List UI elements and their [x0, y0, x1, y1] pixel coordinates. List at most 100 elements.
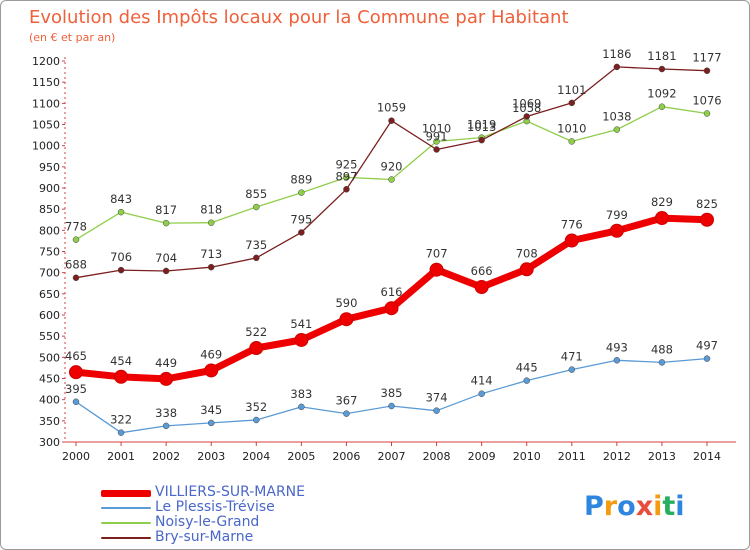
chart-title: Evolution des Impôts locaux pour la Comm…: [29, 7, 569, 28]
data-label: 322: [110, 413, 132, 427]
data-label: 1013: [467, 120, 496, 134]
x-tick-label: 2007: [378, 450, 406, 463]
data-label: 713: [200, 247, 222, 261]
x-tick-label: 2000: [62, 450, 90, 463]
series-0-point: [69, 365, 83, 380]
series-1-point: [117, 429, 125, 436]
legend-swatch: [101, 537, 151, 539]
data-label: 345: [200, 403, 222, 417]
data-label: 493: [606, 340, 628, 354]
y-tick-label: 800: [39, 224, 60, 237]
series-2-point: [388, 176, 395, 183]
series-lines: [69, 63, 714, 436]
chart-subtitle: (en € et par an): [29, 31, 116, 44]
data-label: 414: [471, 374, 493, 388]
data-label: 688: [65, 258, 87, 272]
data-label: 367: [335, 394, 357, 408]
data-label: 829: [651, 195, 673, 209]
data-label: 395: [65, 382, 87, 396]
y-tick-label: 1200: [32, 55, 60, 68]
series-3-point: [117, 266, 125, 274]
x-tick-label: 2011: [558, 450, 586, 463]
data-label: 374: [426, 391, 448, 405]
data-label: 706: [110, 250, 132, 264]
legend-label: Bry-sur-Marne: [155, 529, 254, 545]
series-1-point: [343, 410, 350, 417]
series-2-point: [117, 208, 125, 216]
data-label: 465: [65, 349, 87, 363]
y-tick-label: 600: [39, 309, 60, 322]
series-1-point: [703, 355, 711, 362]
data-label: 889: [290, 173, 312, 187]
series-1-point: [207, 419, 215, 427]
series-2-point: [703, 110, 711, 117]
series-1-point: [162, 422, 170, 430]
series-0-point: [339, 312, 354, 327]
series-1-point: [568, 366, 576, 373]
x-tick-label: 2004: [242, 450, 270, 463]
series-3-point: [207, 263, 215, 271]
data-label: 383: [290, 387, 312, 401]
legend-swatch: [101, 489, 151, 497]
series-0-point: [249, 341, 264, 356]
series-1-point: [658, 359, 666, 366]
legend-label: Le Plessis-Trévise: [155, 499, 275, 515]
data-label: 897: [335, 169, 357, 183]
data-label: 1010: [422, 121, 451, 135]
logo-letter: t: [662, 491, 676, 522]
data-label: 385: [381, 386, 403, 400]
series-3-point: [478, 136, 485, 144]
series-2-point: [568, 138, 576, 145]
logo-letter: o: [617, 491, 636, 522]
series-1-point: [433, 407, 440, 414]
proxiti-logo: Proxiti: [584, 491, 685, 522]
series-1-point: [298, 403, 305, 411]
y-tick-label: 450: [39, 373, 60, 386]
data-label: 469: [200, 347, 222, 361]
series-1-point: [478, 390, 485, 397]
data-label: 778: [65, 220, 87, 234]
series-2-point: [162, 219, 170, 227]
data-label: 795: [290, 212, 312, 226]
x-tick-label: 2009: [468, 450, 496, 463]
data-label: 707: [426, 247, 448, 261]
x-tick-label: 2002: [152, 450, 180, 463]
y-tick-label: 500: [39, 351, 60, 364]
legend-swatch: [101, 507, 151, 509]
series-2-point: [72, 236, 80, 243]
series-3-point: [388, 117, 395, 124]
data-label: 338: [155, 406, 177, 420]
data-label: 708: [516, 246, 538, 260]
data-label: 1101: [557, 83, 586, 97]
series-0-point: [654, 211, 669, 226]
y-tick-label: 400: [39, 394, 60, 407]
series-2-point: [613, 126, 621, 133]
series-labels: 465 454 449 469 522 541 590 616 707 666 708 776 799 8…: [65, 47, 722, 427]
data-label: 925: [335, 157, 357, 171]
data-label: 616: [381, 285, 403, 299]
series-2-point: [343, 174, 350, 181]
data-label: 497: [696, 339, 718, 353]
x-tick-label: 2006: [332, 450, 360, 463]
y-tick-label: 1050: [32, 119, 60, 132]
y-tick-label: 700: [39, 267, 60, 280]
series-0-point: [564, 233, 579, 248]
series-1-point: [72, 398, 80, 406]
series-3-point: [162, 267, 170, 275]
y-tick-label: 850: [39, 203, 60, 216]
series-1-point: [253, 416, 260, 424]
data-label: 1181: [647, 49, 676, 63]
series-3-point: [72, 274, 80, 281]
legend-label: VILLIERS-SUR-MARNE: [155, 484, 305, 500]
series-2-point: [298, 189, 305, 196]
data-label: 1076: [692, 93, 721, 107]
logo-letter: r: [603, 491, 618, 522]
data-label: 818: [200, 203, 222, 217]
x-tick-label: 2003: [197, 450, 225, 463]
series-1-point: [613, 357, 621, 364]
data-label: 522: [245, 325, 267, 339]
y-tick-label: 300: [39, 436, 60, 449]
data-label: 1038: [602, 110, 631, 124]
